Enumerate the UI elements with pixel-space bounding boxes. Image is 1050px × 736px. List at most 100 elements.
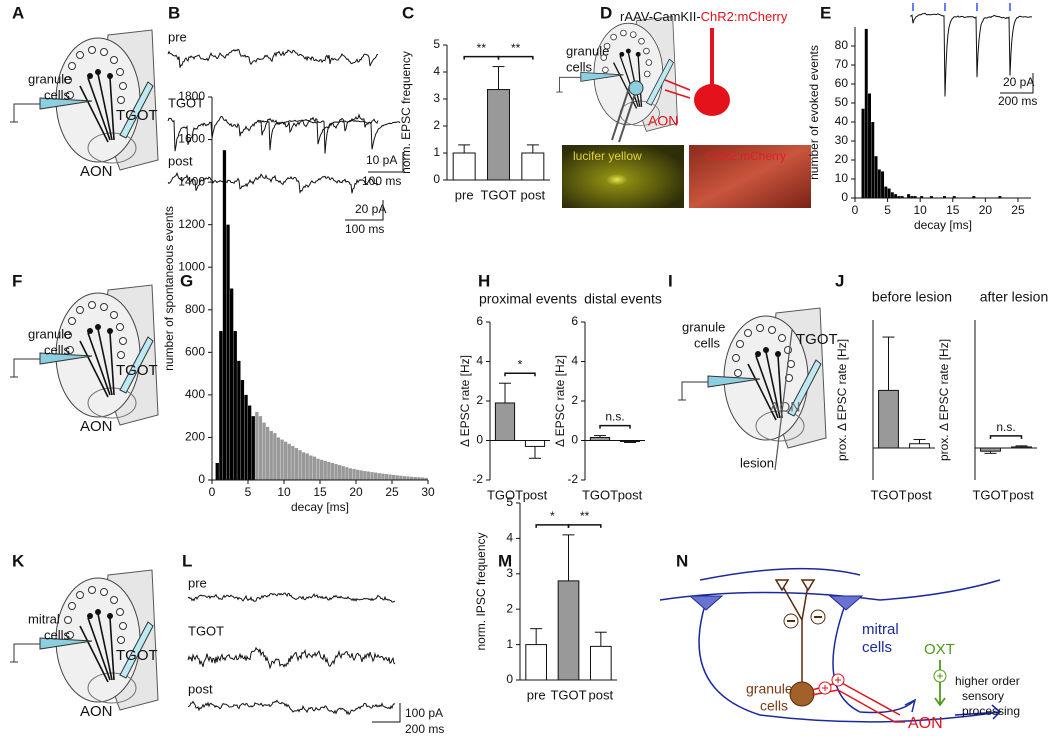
scale-label: 10 pA	[366, 153, 397, 167]
panel-letter: G	[180, 271, 193, 290]
histogram-bar	[230, 288, 234, 480]
histogram-bar	[900, 196, 904, 198]
y-tick-label: 5	[433, 37, 440, 51]
condition-label: TGOT	[168, 95, 204, 110]
histogram-bar	[269, 431, 273, 480]
condition-label: post	[188, 681, 213, 696]
spine	[774, 579, 816, 592]
panel-letter: K	[12, 551, 25, 570]
label: AON	[80, 703, 113, 720]
y-tick-label: 0	[433, 172, 440, 186]
histogram-bar	[972, 196, 976, 198]
histogram-bar	[309, 455, 313, 480]
histogram-bar	[998, 196, 1002, 198]
significance-bracket	[463, 55, 500, 60]
histogram-bar	[215, 462, 219, 480]
panel-letter: B	[168, 3, 180, 22]
x-tick-label: 30	[421, 485, 435, 499]
histogram-bar	[420, 477, 425, 480]
x-tick-label: 0	[209, 485, 216, 499]
histogram-bar	[884, 186, 888, 198]
histogram-bar	[363, 471, 367, 480]
condition-label: pre	[188, 575, 207, 590]
x-tick-label: 15	[946, 203, 960, 217]
y-tick-label: 40	[835, 114, 849, 128]
x-tick-label: 15	[313, 485, 327, 499]
trace	[187, 646, 396, 670]
x-tick-label: 0	[852, 203, 859, 217]
histogram-bar	[276, 437, 281, 480]
x-tick-label: 20	[349, 485, 363, 499]
panel-letter: A	[12, 3, 24, 22]
chart-title: before lesion	[872, 289, 952, 305]
significance-label: *	[518, 357, 523, 371]
histogram-bar	[897, 196, 901, 198]
histogram-bar	[417, 477, 421, 480]
y-tick-label: 70	[835, 57, 849, 71]
photo	[562, 145, 684, 208]
histogram-bar	[284, 441, 288, 480]
y-axis-label: prox. Δ EPSC rate [Hz]	[835, 339, 849, 461]
panel-letter: I	[668, 271, 673, 290]
histogram-bar	[894, 194, 898, 198]
panel-letter: H	[478, 271, 490, 290]
histogram-bar	[424, 477, 428, 480]
scale-label: 200 ms	[405, 722, 444, 736]
x-tick-label: post	[1009, 487, 1034, 502]
y-tick-label: 4	[571, 354, 578, 368]
histogram-bar	[359, 470, 363, 480]
label: granule	[682, 319, 725, 334]
scale-bar	[372, 703, 401, 723]
y-tick-label: 6	[476, 314, 483, 328]
histogram-bar	[392, 474, 396, 480]
granule-soma	[789, 681, 815, 707]
histogram-bar	[312, 456, 317, 480]
bar	[589, 645, 612, 681]
trace	[187, 592, 396, 603]
histogram-bar	[384, 474, 389, 480]
panel-letter: C	[402, 3, 414, 22]
scale-bar	[345, 200, 384, 221]
photo	[689, 145, 811, 208]
bulb-diagram	[9, 29, 159, 171]
y-tick-label: 0	[841, 190, 848, 204]
bar	[452, 152, 476, 181]
histogram-bar	[294, 448, 299, 480]
histogram-bar	[338, 465, 342, 480]
histogram-bar	[907, 194, 911, 198]
x-tick-label: TGOT	[582, 487, 618, 502]
significance-bracket	[567, 524, 602, 528]
y-axis-label: norm. EPSC frequency	[399, 51, 413, 174]
label: TGOT	[116, 107, 158, 124]
histogram-bar	[244, 394, 248, 480]
chart-title: proximal events	[479, 291, 577, 307]
label: mitral	[28, 611, 60, 626]
histogram-bar	[219, 331, 223, 480]
histogram-bar	[910, 196, 914, 198]
histogram-bar	[287, 443, 291, 480]
histogram-bar	[913, 196, 917, 198]
x-tick-label: post	[523, 487, 548, 502]
label: processing	[962, 704, 1020, 718]
y-tick-label: 3	[506, 566, 513, 580]
histogram-bar	[377, 473, 381, 480]
histogram-bar	[273, 433, 277, 480]
x-tick-label: post	[589, 687, 614, 702]
histogram-bar	[251, 416, 255, 480]
trace	[910, 12, 1033, 97]
circuit	[659, 567, 1002, 723]
label: cells	[44, 87, 71, 102]
granule-cell	[774, 579, 816, 682]
x-tick-label: pre	[455, 187, 474, 202]
histogram-bar	[320, 459, 324, 480]
scale-bar	[368, 152, 404, 173]
histogram-bar	[399, 475, 403, 480]
histogram-bar	[356, 469, 360, 480]
axon	[832, 604, 916, 714]
x-tick-label: 10	[914, 203, 928, 217]
trace	[257, 119, 401, 154]
mitral-cell	[688, 595, 724, 611]
y-tick-label: 2	[476, 393, 483, 407]
trace	[167, 48, 379, 68]
axon	[698, 604, 1001, 723]
